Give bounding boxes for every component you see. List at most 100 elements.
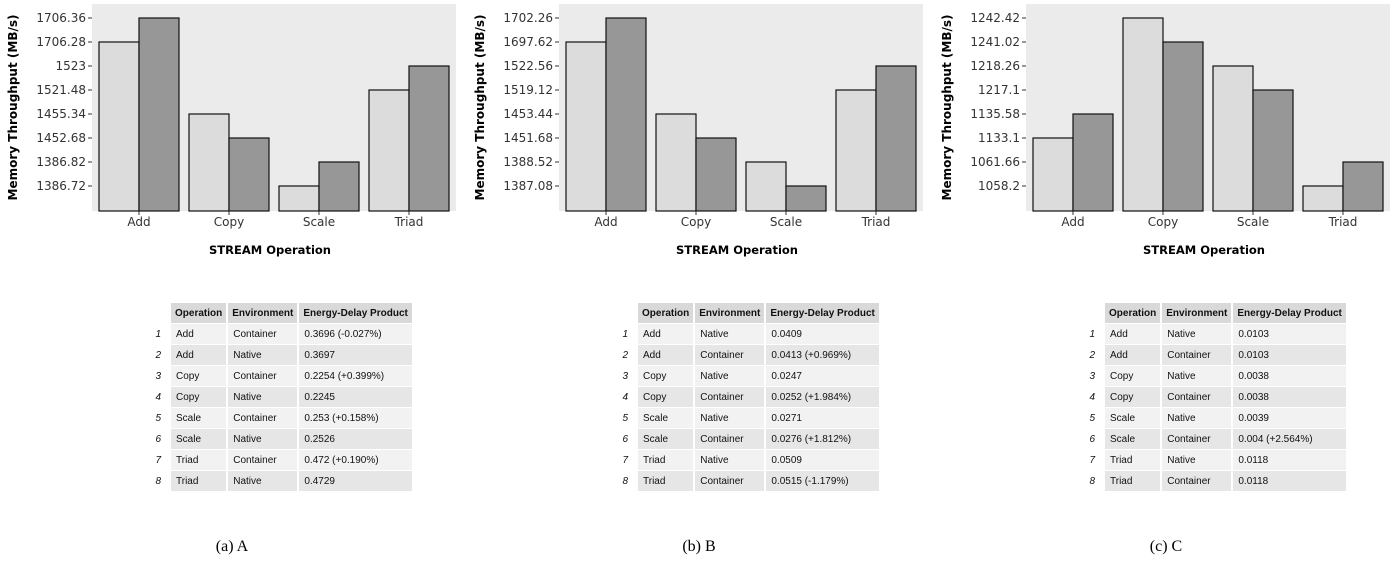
y-tick-label: 1388.52 <box>503 155 553 169</box>
table-cell: Native <box>693 323 766 345</box>
table-row: 6 Scale Container 0.004 (+2.564%) <box>1076 428 1346 450</box>
table-cell: Container <box>226 407 299 429</box>
x-axis-title: STREAM Operation <box>209 243 331 257</box>
table-row: 7 Triad Native 0.0509 <box>609 449 879 471</box>
x-tick-label: Copy <box>1148 215 1178 229</box>
table-row: 4 Copy Container 0.0038 <box>1076 386 1346 408</box>
y-tick-label: 1386.72 <box>36 179 86 193</box>
y-tick-label: 1697.62 <box>503 35 553 49</box>
table-cell: 0.253 (+0.158%) <box>297 407 412 429</box>
table-cell: Container <box>226 365 299 387</box>
table-row: 1 Add Native 0.0409 <box>609 323 879 345</box>
table-cell: Copy <box>168 386 228 408</box>
table-cell: Triad <box>1102 470 1162 491</box>
bar-copy-series2 <box>695 137 737 212</box>
bar-scale-series2 <box>1252 89 1294 212</box>
table-cell: Add <box>635 323 695 345</box>
table-cell: Container <box>693 428 766 450</box>
y-tick-label: 1455.34 <box>36 107 86 121</box>
row-index: 5 <box>609 407 637 429</box>
table-cell: 0.0515 (-1.179%) <box>764 470 879 491</box>
table-cell: Triad <box>1102 449 1162 471</box>
row-index: 4 <box>609 386 637 408</box>
table-cell: 0.0038 <box>1231 386 1346 408</box>
table-cell: 0.0118 <box>1231 449 1346 471</box>
table-column-header: Operation <box>635 303 695 324</box>
table-cell: Native <box>693 407 766 429</box>
table-row: 1 Add Native 0.0103 <box>1076 323 1346 345</box>
table-row: 6 Scale Container 0.0276 (+1.812%) <box>609 428 879 450</box>
y-tick-label: 1453.44 <box>503 107 553 121</box>
y-axis-title: Memory Throughput (MB/s) <box>6 15 20 201</box>
x-tick-label: Triad <box>1328 215 1358 229</box>
y-tick-label: 1218.26 <box>970 59 1020 73</box>
table-column-header: Environment <box>1160 303 1233 324</box>
row-index: 3 <box>1076 365 1104 387</box>
x-tick-label: Copy <box>681 215 711 229</box>
y-tick-label: 1706.36 <box>36 11 86 25</box>
figure-b: 1702.26 1697.62 1522.56 1519.12 1453.44 1451.… <box>467 0 931 561</box>
y-tick-label: 1241.02 <box>970 35 1020 49</box>
row-index: 6 <box>142 428 170 450</box>
table-cell: Triad <box>635 470 695 491</box>
row-index: 6 <box>1076 428 1104 450</box>
table-cell: 0.472 (+0.190%) <box>297 449 412 471</box>
table-cell: Container <box>1160 428 1233 450</box>
table-header-row: Operation Environment Energy-Delay Product <box>142 303 412 324</box>
table-cell: Container <box>693 344 766 366</box>
bar-triad-series2 <box>875 65 917 212</box>
table-cell: Container <box>1160 470 1233 491</box>
table-cell: Native <box>693 449 766 471</box>
table-cell: Copy <box>1102 386 1162 408</box>
table-cell: Add <box>1102 323 1162 345</box>
table-cell: Native <box>226 428 299 450</box>
table-cell: Native <box>1160 407 1233 429</box>
table-row: 8 Triad Native 0.4729 <box>142 470 412 491</box>
table-cell: 0.004 (+2.564%) <box>1231 428 1346 450</box>
table-column-header: Energy-Delay Product <box>764 303 879 324</box>
bar-triad-series1 <box>1302 185 1344 212</box>
y-tick-label: 1706.28 <box>36 35 86 49</box>
y-tick-label: 1522.56 <box>503 59 553 73</box>
row-index: 7 <box>142 449 170 471</box>
y-tick-label: 1058.2 <box>978 179 1020 193</box>
table-cell: 0.2254 (+0.399%) <box>297 365 412 387</box>
subfigure-caption: (a) A <box>215 538 249 555</box>
bar-triad-series1 <box>368 89 410 212</box>
row-index: 8 <box>609 470 637 491</box>
table-cell: Native <box>226 386 299 408</box>
table-cell: Native <box>1160 449 1233 471</box>
table-cell: Container <box>693 386 766 408</box>
row-index: 1 <box>1076 323 1104 345</box>
y-tick-label: 1519.12 <box>503 83 553 97</box>
table-row: 1 Add Container 0.3696 (-0.027%) <box>142 323 412 345</box>
table-cell: Triad <box>168 449 228 471</box>
table-cell: Native <box>226 344 299 366</box>
row-index: 3 <box>609 365 637 387</box>
table-column-header: Energy-Delay Product <box>1231 303 1346 324</box>
y-axis-title: Memory Throughput (MB/s) <box>473 15 487 201</box>
bar-add-series2 <box>138 17 180 212</box>
table-row: 2 Add Container 0.0413 (+0.969%) <box>609 344 879 366</box>
table-column-header: Environment <box>226 303 299 324</box>
edp-table-a: Operation Environment Energy-Delay Product… <box>142 303 412 491</box>
table-row: 4 Copy Container 0.0252 (+1.984%) <box>609 386 879 408</box>
table-cell: Scale <box>1102 428 1162 450</box>
table-cell: Copy <box>168 365 228 387</box>
x-tick-label: Scale <box>303 215 335 229</box>
bar-triad-series2 <box>408 65 450 212</box>
table-row: 3 Copy Container 0.2254 (+0.399%) <box>142 365 412 387</box>
subfigure-caption: (b) B <box>682 538 716 555</box>
table-cell: Scale <box>635 428 695 450</box>
bar-scale-series1 <box>745 161 787 212</box>
table-corner <box>1076 303 1104 324</box>
chart-b: 1702.26 1697.62 1522.56 1519.12 1453.44 1451.… <box>473 4 923 257</box>
bar-scale-series2 <box>785 185 827 212</box>
bar-copy-series1 <box>188 113 230 212</box>
table-column-header: Operation <box>168 303 228 324</box>
x-tick-label: Scale <box>1237 215 1269 229</box>
table-cell: Add <box>1102 344 1162 366</box>
table-cell: 0.0413 (+0.969%) <box>764 344 879 366</box>
x-tick-label: Add <box>1061 215 1084 229</box>
table-cell: 0.3697 <box>297 344 412 366</box>
